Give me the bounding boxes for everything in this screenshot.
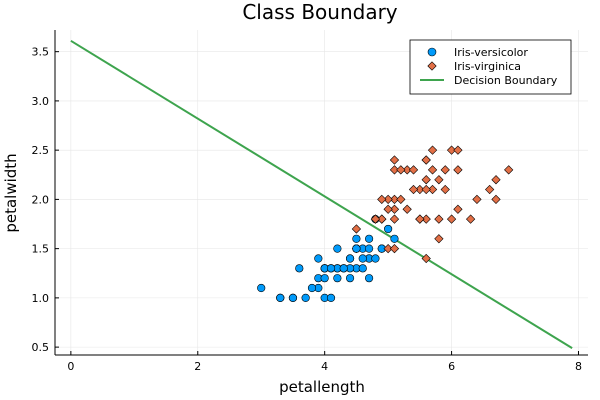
virginica-point xyxy=(389,155,400,165)
versicolor-point xyxy=(320,274,329,283)
virginica-point xyxy=(440,165,450,175)
virginica-point xyxy=(396,194,406,205)
versicolor-point xyxy=(352,234,361,243)
virginica-point xyxy=(402,165,412,175)
virginica-point xyxy=(421,175,431,185)
virginica-point xyxy=(389,204,400,214)
virginica-point xyxy=(389,214,400,224)
versicolor-point xyxy=(333,274,342,283)
virginica-point xyxy=(351,224,362,234)
virginica-point xyxy=(427,145,438,155)
points-layer xyxy=(257,145,514,302)
y-tick-label: 1.0 xyxy=(32,292,50,305)
y-tick-label: 2.0 xyxy=(32,193,50,206)
virginica-point xyxy=(383,204,393,214)
boundary-layer xyxy=(70,39,573,349)
virginica-point xyxy=(408,184,419,195)
y-axis-title: petalwidth xyxy=(2,153,20,232)
virginica-point xyxy=(415,214,425,224)
versicolor-point xyxy=(307,283,317,293)
versicolor-point xyxy=(326,264,336,273)
virginica-point xyxy=(421,214,431,224)
versicolor-point xyxy=(301,293,310,302)
legend-versicolor-marker xyxy=(427,47,437,57)
versicolor-point xyxy=(295,264,304,273)
decision-boundary-line xyxy=(70,39,573,349)
virginica-point xyxy=(389,165,400,175)
versicolor-point xyxy=(333,244,342,253)
x-tick-label: 0 xyxy=(67,360,74,373)
virginica-point xyxy=(453,165,463,175)
y-tick-label: 2.5 xyxy=(32,144,50,157)
versicolor-point xyxy=(345,274,355,283)
versicolor-point xyxy=(358,254,367,263)
x-tick-label: 8 xyxy=(575,360,582,373)
tick-labels: 0 2 4 6 8 0.5 1.0 1.5 2.0 2.5 3.0 3.5 xyxy=(32,46,582,373)
versicolor-point xyxy=(339,264,348,273)
virginica-point xyxy=(434,234,444,244)
virginica-point xyxy=(491,194,501,205)
versicolor-point xyxy=(364,234,374,243)
virginica-point xyxy=(421,253,431,264)
virginica-point xyxy=(383,244,393,254)
virginica-point xyxy=(427,184,438,195)
y-tick-label: 1.5 xyxy=(32,243,50,256)
virginica-point xyxy=(389,194,400,205)
virginica-point xyxy=(396,165,406,175)
y-tick-label: 3.5 xyxy=(32,46,50,59)
versicolor-point xyxy=(345,254,355,263)
virginica-point xyxy=(453,204,463,214)
legend-virginica-marker xyxy=(427,61,437,71)
versicolor-point xyxy=(314,254,323,263)
virginica-point xyxy=(446,214,457,224)
virginica-point xyxy=(402,204,412,214)
y-tick-label: 0.5 xyxy=(32,341,50,354)
versicolor-point xyxy=(288,293,298,302)
virginica-point xyxy=(408,165,419,175)
virginica-point xyxy=(472,194,482,205)
virginica-point xyxy=(440,184,450,195)
grid-lines xyxy=(55,30,588,355)
versicolor-point xyxy=(352,244,361,253)
virginica-point xyxy=(377,194,387,205)
axes xyxy=(54,30,588,356)
legend-box xyxy=(409,39,572,95)
versicolor-point xyxy=(364,244,374,253)
versicolor-point xyxy=(257,283,266,293)
versicolor-point xyxy=(276,293,285,302)
legend-label: Decision Boundary xyxy=(454,74,558,87)
versicolor-point xyxy=(364,274,374,283)
virginica-point xyxy=(415,184,425,195)
y-tick-label: 3.0 xyxy=(32,95,50,108)
legend-label: Iris-virginica xyxy=(454,60,521,73)
virginica-point xyxy=(383,194,393,205)
versicolor-point xyxy=(390,234,399,243)
x-tick-label: 2 xyxy=(194,360,201,373)
virginica-point xyxy=(421,184,431,195)
legend-label: Iris-versicolor xyxy=(454,46,528,59)
x-axis-title: petallength xyxy=(279,378,365,396)
virginica-point xyxy=(434,214,444,224)
virginica-point xyxy=(465,214,476,224)
virginica-point xyxy=(370,214,381,224)
virginica-point xyxy=(485,184,495,195)
virginica-point xyxy=(427,165,438,175)
versicolor-point xyxy=(326,293,336,302)
versicolor-point xyxy=(384,224,393,234)
virginica-point xyxy=(389,244,400,254)
versicolor-point xyxy=(371,254,380,263)
virginica-point xyxy=(453,145,463,155)
x-tick-label: 4 xyxy=(321,360,328,373)
versicolor-point xyxy=(358,264,367,273)
chart-title: Class Boundary xyxy=(242,0,397,24)
x-tick-label: 6 xyxy=(448,360,455,373)
virginica-point xyxy=(377,214,387,224)
virginica-point xyxy=(421,155,431,165)
virginica-point xyxy=(434,175,444,185)
virginica-point xyxy=(491,175,501,185)
virginica-point xyxy=(446,145,457,155)
virginica-point xyxy=(504,165,514,175)
